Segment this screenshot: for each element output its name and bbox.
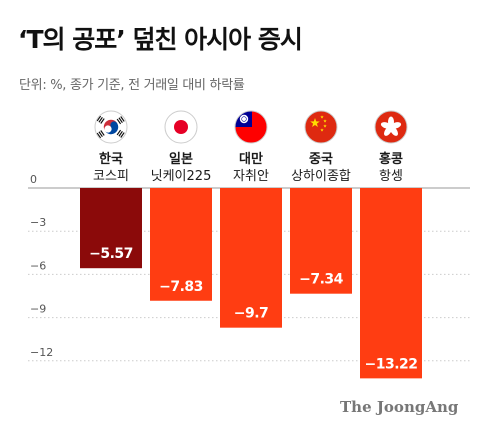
- korea-flag-icon: [94, 110, 128, 144]
- japan-flag-icon: [164, 110, 198, 144]
- value-label: −5.57: [89, 246, 133, 262]
- bar-3: [220, 188, 282, 328]
- y-tick-label: −12: [30, 346, 53, 359]
- bar-1: [80, 188, 142, 269]
- value-label: −9.7: [234, 306, 269, 322]
- bar-4: [290, 188, 352, 294]
- category-label: 대만: [239, 151, 263, 167]
- category-label: 한국: [99, 151, 123, 167]
- index-label: 상하이종합: [291, 169, 351, 184]
- bar-2: [150, 188, 212, 301]
- category-label: 홍콩: [379, 151, 403, 167]
- y-tick-label: 0: [30, 173, 37, 186]
- index-label: 항셍: [379, 169, 403, 184]
- chart-subtitle: 단위: %, 종가 기준, 전 거래일 대비 하락률: [19, 78, 245, 93]
- chart-title: ‘T의 공포’ 덮친 아시아 증시: [18, 25, 303, 54]
- bar-5: [360, 188, 422, 379]
- category-label: 일본: [169, 152, 193, 167]
- index-label: 닛케이225: [151, 169, 212, 184]
- hongkong-flag-icon: [374, 110, 408, 144]
- source-credit: The JoongAng: [340, 398, 459, 416]
- category-label: 중국: [309, 152, 333, 167]
- y-tick-label: −9: [30, 303, 46, 316]
- index-label: 자취안: [233, 169, 269, 184]
- value-label: −13.22: [364, 356, 417, 372]
- y-tick-label: −3: [30, 216, 46, 229]
- taiwan-flag-icon: [234, 110, 268, 144]
- value-label: −7.83: [159, 279, 203, 295]
- china-flag-icon: [304, 110, 338, 144]
- y-tick-label: −6: [30, 259, 46, 272]
- index-label: 코스피: [93, 169, 129, 184]
- value-label: −7.34: [299, 272, 344, 288]
